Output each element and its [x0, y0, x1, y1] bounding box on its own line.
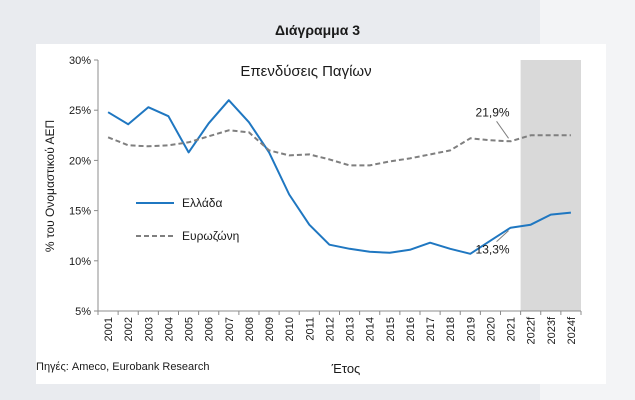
series-layer [107, 99, 571, 255]
x-tick-label: 2006 [204, 317, 216, 341]
x-tick-label: 2021 [506, 317, 518, 341]
x-tick-label: 2024f [566, 316, 578, 344]
x-tick-label: 2013 [345, 317, 357, 341]
x-tick-label: 2017 [425, 317, 437, 341]
x-tick-label: 2011 [304, 317, 316, 341]
forecast-shading-layer [520, 60, 581, 311]
legend: Ελλάδα Ευρωζώνη [136, 196, 239, 243]
text-layer: Επενδύσεις Παγίων % του Ονομαστικού ΑΕΠ … [36, 63, 510, 376]
x-tick-label: 2018 [445, 317, 457, 341]
y-tick-label: 15% [69, 206, 91, 218]
y-axis-label: % του Ονομαστικού ΑΕΠ [43, 120, 57, 252]
x-tick-label: 2014 [365, 317, 377, 341]
y-tick-label: 25% [69, 105, 91, 117]
annotation-leader [496, 121, 509, 139]
x-tick-label: 2010 [284, 317, 296, 341]
figure-title: Διάγραμμα 3 [274, 22, 361, 38]
y-tick-label: 20% [69, 155, 91, 167]
series-line-Ελλάδα [107, 99, 571, 255]
x-tick-label: 2016 [405, 317, 417, 341]
x-tick-label: 2002 [123, 317, 135, 341]
x-tick-label: 2020 [485, 317, 497, 341]
y-tick-label: 10% [69, 256, 91, 268]
chart-panel: 5% 10% 15% 20% 25% 30% 2001 2002 2003 2004 2005 200… [36, 44, 606, 384]
annotation-leader [496, 230, 509, 243]
forecast-shading [520, 60, 581, 311]
x-tick-label: 2019 [465, 317, 477, 341]
x-tick-label: 2023f [546, 316, 558, 344]
x-tick-label: 2001 [103, 317, 115, 341]
y-tick-label: 5% [75, 306, 91, 318]
chart-title: Επενδύσεις Παγίων [240, 63, 371, 80]
annotation-label: 13,3% [476, 243, 510, 257]
x-tick-label: 2012 [324, 317, 336, 341]
y-tick-label: 30% [69, 55, 91, 67]
series-line-Ευρωζώνη [107, 129, 571, 167]
x-tick-label: 2007 [224, 317, 236, 341]
x-tick-label: 2003 [143, 317, 155, 341]
x-tick-label: 2015 [385, 317, 397, 341]
x-tick-label: 2022f [526, 316, 538, 344]
x-tick-label: 2004 [163, 317, 175, 341]
source-note: Πηγές: Ameco, Eurobank Research [36, 361, 209, 373]
x-tick-label: 2008 [244, 317, 256, 341]
chart: 5% 10% 15% 20% 25% 30% 2001 2002 2003 2004 2005 200… [36, 55, 582, 376]
axes: 5% 10% 15% 20% 25% 30% 2001 2002 2003 2004 2005 200… [69, 55, 582, 345]
x-tick-label: 2005 [184, 317, 196, 341]
x-tick-label: 2009 [264, 317, 276, 341]
legend-label: Ελλάδα [182, 196, 222, 210]
x-axis-label: Έτος [331, 361, 361, 376]
legend-label: Ευρωζώνη [182, 229, 239, 243]
annotation-label: 21,9% [476, 105, 510, 119]
